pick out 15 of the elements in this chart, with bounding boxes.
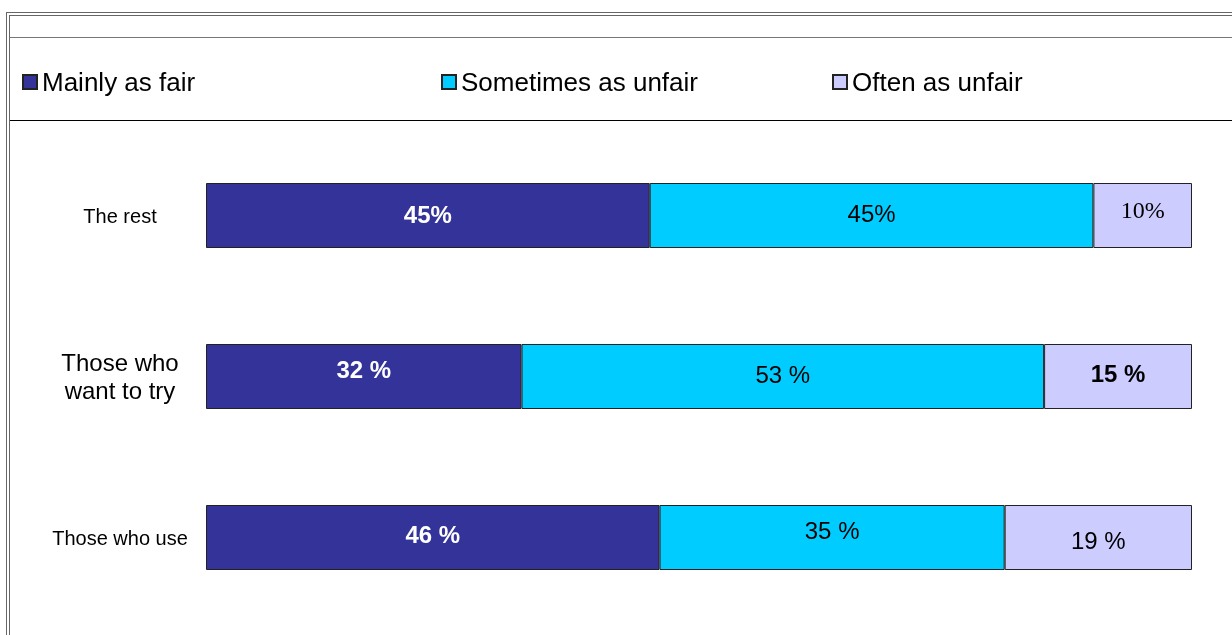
legend-label: Mainly as fair <box>42 67 196 97</box>
data-label: 32 % <box>336 356 392 383</box>
data-label: 19 % <box>1070 527 1126 554</box>
data-label: 46 % <box>405 521 461 548</box>
y-tick-label: The rest <box>83 204 158 227</box>
legend-label: Sometimes as unfair <box>461 67 699 97</box>
data-label: 15 % <box>1090 360 1146 387</box>
data-label: 45% <box>403 201 452 228</box>
data-label: 53 % <box>755 361 811 388</box>
data-label: 10% <box>1120 196 1165 223</box>
y-tick-label: Those who use <box>52 526 188 549</box>
data-label: 35 % <box>804 517 860 544</box>
legend-label: Often as unfair <box>852 67 1023 97</box>
y-tick-label: Those who want to try <box>61 349 179 404</box>
data-label: 45% <box>847 200 896 227</box>
